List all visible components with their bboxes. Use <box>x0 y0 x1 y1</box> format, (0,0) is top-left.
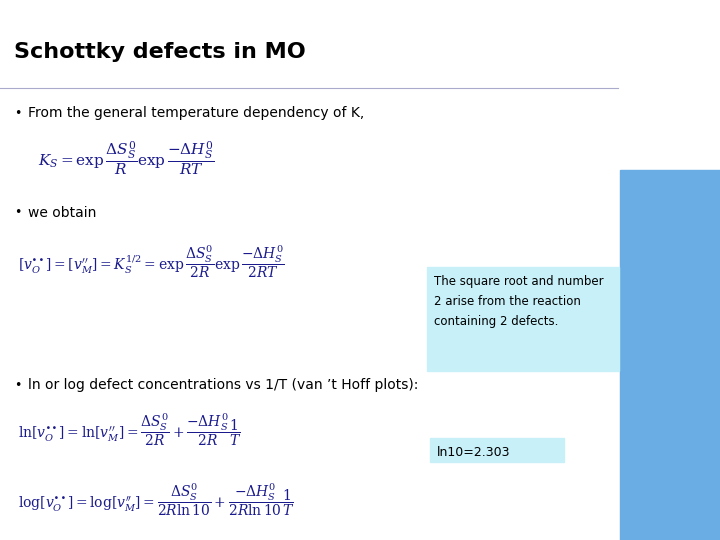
Text: •: • <box>14 106 22 119</box>
Text: ln10=2.303: ln10=2.303 <box>437 446 510 458</box>
FancyBboxPatch shape <box>426 267 619 371</box>
Text: •: • <box>14 379 22 392</box>
Text: •: • <box>14 206 22 219</box>
Bar <box>620 170 720 540</box>
Text: ln or log defect concentrations vs 1/T (van ’t Hoff plots):: ln or log defect concentrations vs 1/T (… <box>28 378 418 392</box>
Text: $\log[v_O^{\bullet\bullet}]=\log[v_M^{\prime\prime}]=\dfrac{\mathit{\Delta S_S^0: $\log[v_O^{\bullet\bullet}]=\log[v_M^{\p… <box>18 482 294 518</box>
Text: $[v_O^{\bullet\bullet}]=[v_M^{\prime\prime}]=K_S^{1/2}=\exp\dfrac{\mathit{\Delta: $[v_O^{\bullet\bullet}]=[v_M^{\prime\pri… <box>18 244 284 280</box>
FancyBboxPatch shape <box>430 438 564 462</box>
Text: $K_S = \exp\dfrac{\mathit{\Delta S_S^0}}{R}\exp\dfrac{-\mathit{\Delta H_S^0}}{RT: $K_S = \exp\dfrac{\mathit{\Delta S_S^0}}… <box>38 139 215 177</box>
Text: The square root and number
2 arise from the reaction
containing 2 defects.: The square root and number 2 arise from … <box>434 275 603 328</box>
Text: $\ln[v_O^{\bullet\bullet}]=\ln[v_M^{\prime\prime}]=\dfrac{\mathit{\Delta S_S^0}}: $\ln[v_O^{\bullet\bullet}]=\ln[v_M^{\pri… <box>18 411 241 448</box>
Text: From the general temperature dependency of K,: From the general temperature dependency … <box>28 106 364 120</box>
Text: Schottky defects in MO: Schottky defects in MO <box>14 42 306 62</box>
Text: we obtain: we obtain <box>28 206 96 220</box>
